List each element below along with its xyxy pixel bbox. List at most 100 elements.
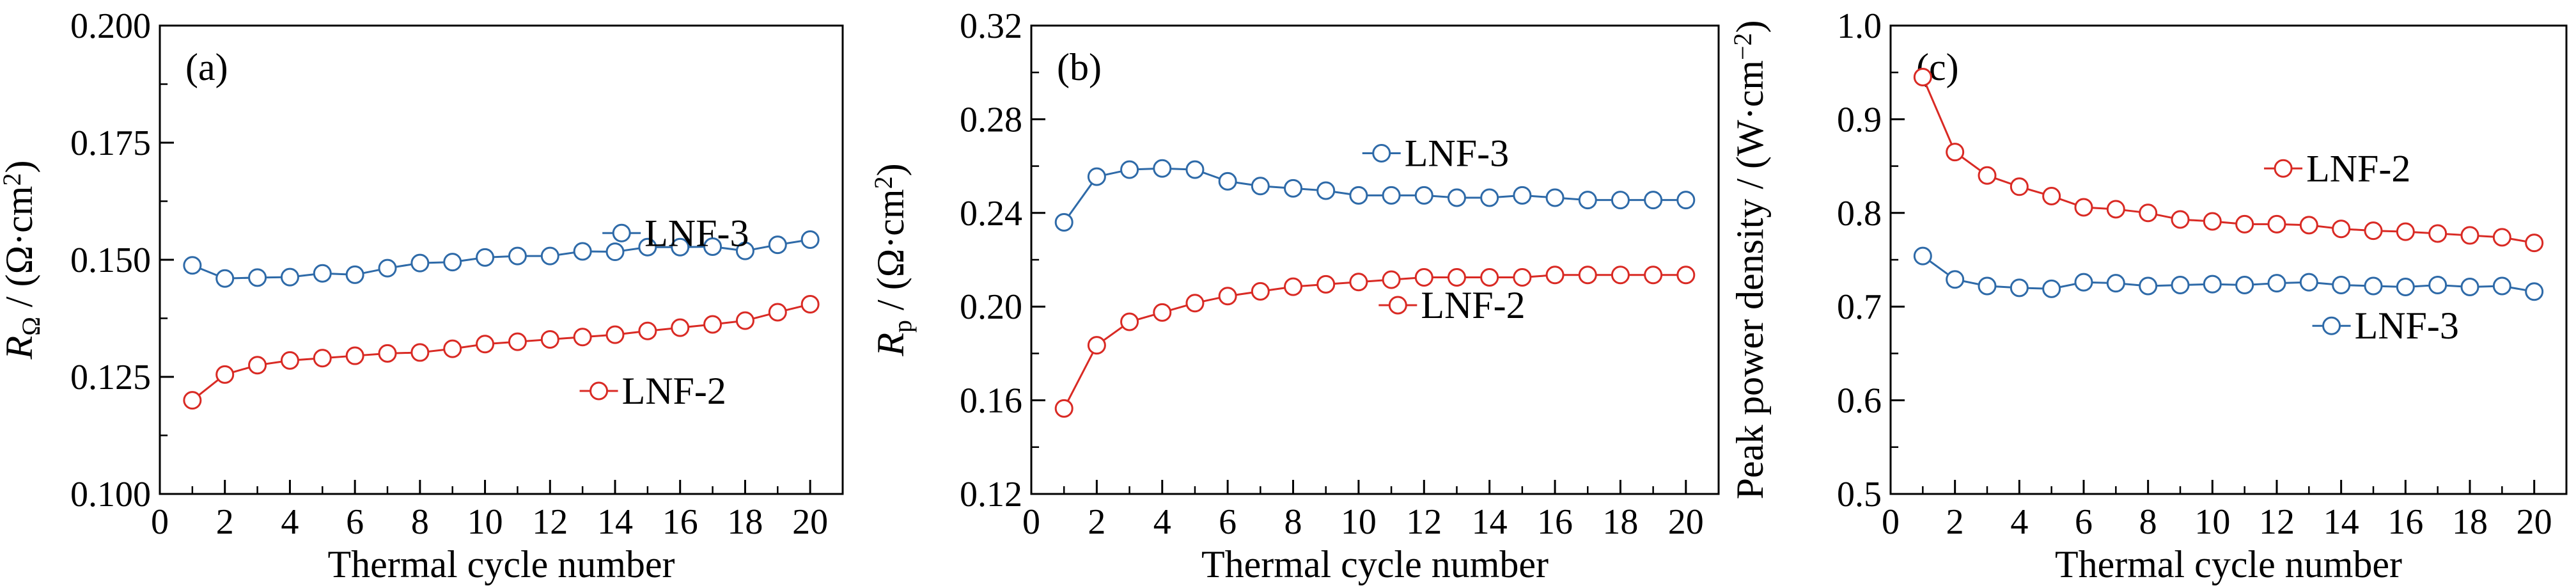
x-tick-label: 10	[467, 502, 503, 542]
data-point-lnf-2	[1611, 266, 1630, 285]
data-point-lnf-3	[2396, 277, 2415, 296]
data-point-lnf-3	[248, 268, 267, 287]
data-point-lnf-3	[2203, 274, 2222, 294]
data-point-lnf-3	[1120, 160, 1139, 179]
legend-label-lnf-3: LNF-3	[2355, 305, 2459, 347]
data-point-lnf-3	[1545, 188, 1565, 207]
y-tick-label: 1.0	[1837, 6, 1882, 46]
y-axis-subscript: Ω	[17, 317, 45, 336]
data-point-lnf-2	[671, 318, 690, 337]
y-axis-subscript: p	[888, 320, 917, 333]
data-point-lnf-2	[638, 321, 657, 340]
data-point-lnf-3	[638, 237, 657, 257]
data-point-lnf-3	[443, 253, 462, 272]
y-tick-label: 0.5	[1837, 475, 1882, 514]
plot-frame	[1889, 24, 2568, 495]
x-axis-title: Thermal cycle number	[327, 543, 675, 585]
legend-label-lnf-3: LNF-3	[644, 212, 749, 254]
data-point-lnf-2	[215, 365, 235, 384]
x-tick-label: 14	[1472, 502, 1508, 542]
data-point-lnf-2	[1676, 266, 1696, 285]
y-axis-unit: / (Ω·cm	[870, 189, 912, 320]
y-axis-unit: / (Ω·cm	[0, 186, 40, 317]
data-point-lnf-2	[2396, 222, 2415, 241]
x-tick-label: 18	[1602, 502, 1638, 542]
y-tick-label: 0.9	[1837, 100, 1882, 139]
x-tick-label: 4	[2010, 502, 2028, 542]
x-tick-label: 4	[281, 502, 299, 542]
data-point-lnf-3	[2139, 276, 2158, 296]
data-point-lnf-3	[2267, 274, 2286, 293]
y-axis-symbol: R	[0, 336, 40, 360]
data-point-lnf-3	[1153, 159, 1172, 178]
data-point-lnf-3	[313, 264, 332, 283]
x-tick-label: 20	[792, 502, 828, 542]
y-axis-title: RΩ / (Ω·cm2)	[0, 161, 45, 360]
x-tick-label: 12	[2259, 502, 2295, 542]
y-axis-unit-end: )	[0, 161, 40, 173]
y-tick-label: 0.175	[70, 123, 151, 163]
y-tick-label: 0.16	[960, 381, 1022, 421]
data-point-lnf-3	[1946, 270, 1965, 289]
data-point-lnf-2	[2525, 234, 2544, 253]
data-point-lnf-2	[1349, 273, 1368, 292]
legend-marker-lnf-2	[2274, 159, 2293, 178]
data-point-lnf-3	[2428, 276, 2447, 295]
data-point-lnf-3	[1611, 191, 1630, 210]
data-point-lnf-2	[1578, 266, 1597, 285]
data-point-lnf-2	[2106, 200, 2125, 219]
y-axis-unit-end: )	[1729, 20, 1771, 33]
data-point-lnf-2	[280, 351, 299, 370]
x-tick-label: 14	[597, 502, 633, 542]
y-axis-title-text: Peak power density / (W·cm	[1729, 60, 1771, 499]
y-tick-label: 0.28	[960, 100, 1022, 139]
legend-label-lnf-3: LNF-3	[1405, 132, 1509, 174]
data-point-lnf-3	[2074, 273, 2093, 292]
data-point-lnf-3	[2460, 277, 2479, 296]
data-point-lnf-3	[1676, 191, 1696, 210]
data-point-lnf-3	[1054, 212, 1073, 232]
data-point-lnf-3	[378, 258, 397, 278]
data-point-lnf-2	[2460, 226, 2479, 245]
data-point-lnf-2	[1120, 312, 1139, 331]
data-point-lnf-2	[605, 325, 625, 344]
data-point-lnf-2	[2010, 177, 2029, 196]
data-point-lnf-2	[1218, 287, 1237, 306]
data-point-lnf-2	[1447, 267, 1466, 287]
data-point-lnf-3	[800, 230, 820, 250]
y-axis-symbol: R	[870, 333, 912, 357]
data-point-lnf-3	[1284, 179, 1303, 198]
x-tick-label: 20	[1668, 502, 1704, 542]
data-point-lnf-3	[1513, 186, 1532, 205]
data-point-lnf-2	[1414, 267, 1433, 287]
data-point-lnf-3	[1349, 186, 1368, 205]
x-tick-label: 16	[1537, 502, 1573, 542]
data-point-lnf-3	[2492, 276, 2511, 296]
data-point-lnf-2	[476, 335, 495, 354]
chart-panel-2: 0 2 4 6 8 10 12 14 16 18 20 0.12 0.16 0.20 0.24 0.28 0.3…	[869, 6, 1720, 585]
data-point-lnf-3	[1578, 191, 1597, 210]
data-point-lnf-3	[183, 256, 202, 275]
legend-marker-lnf-2	[589, 381, 609, 401]
data-point-lnf-2	[1251, 282, 1270, 301]
y-tick-label: 0.150	[70, 241, 151, 280]
x-tick-label: 16	[2387, 502, 2423, 542]
x-tick-label: 6	[1219, 502, 1237, 542]
data-point-lnf-3	[1316, 181, 1336, 200]
data-point-lnf-3	[2299, 273, 2318, 292]
data-point-lnf-2	[2042, 186, 2061, 205]
data-point-lnf-3	[2235, 276, 2254, 295]
y-axis-superscript: 2	[869, 176, 898, 189]
legend-marker-lnf-3	[1372, 143, 1391, 163]
x-tick-label: 8	[1284, 502, 1302, 542]
y-axis-superscript: −2	[1728, 33, 1757, 60]
x-tick-label: 12	[1406, 502, 1442, 542]
data-point-lnf-3	[1382, 186, 1401, 205]
y-axis-unit-end: )	[870, 163, 912, 176]
x-tick-label: 0	[1882, 502, 1900, 542]
data-point-lnf-3	[1644, 191, 1663, 210]
data-point-lnf-2	[2267, 214, 2286, 234]
chart-panel-3: 0 2 4 6 8 10 12 14 16 18 20 0.5 0.6 0.7 0.8 0.9 1.0 Therm…	[1728, 6, 2568, 585]
data-point-lnf-3	[1913, 246, 1932, 266]
